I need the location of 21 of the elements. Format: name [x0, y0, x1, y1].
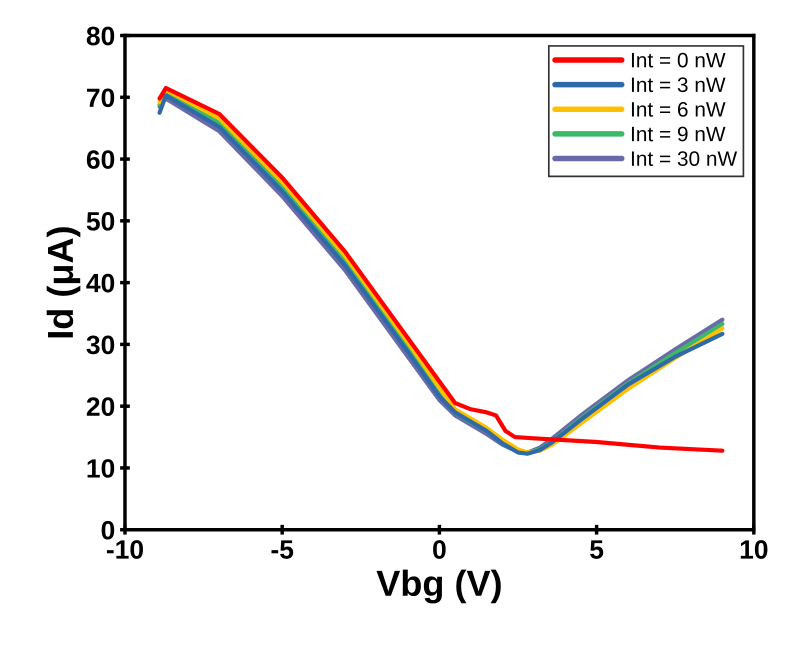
y-tick-label: 70	[87, 88, 114, 108]
x-axis-title: Vbg (V)	[376, 570, 501, 604]
y-tick-label: 0	[102, 520, 114, 540]
y-axis-title: Id (μA)	[46, 227, 80, 338]
x-tick-label: -5	[271, 540, 294, 559]
legend-label: Int = 3 nW	[632, 77, 726, 92]
x-tick-label: 0	[433, 540, 446, 559]
y-tick-label: 30	[86, 336, 114, 354]
x-tick-label: 5	[590, 540, 604, 559]
legend-label: Int = 9 nW	[632, 126, 726, 142]
x-tick-label: -10	[106, 540, 143, 559]
legend-label: Int = 6 nW	[632, 102, 726, 117]
y-tick-label: 40	[86, 274, 114, 292]
y-tick-label: 20	[86, 397, 114, 416]
y-tick-label: 50	[86, 212, 114, 231]
legend-label: Int = 0 nW	[632, 52, 726, 68]
y-tick-label: 10	[88, 459, 114, 478]
y-tick-label: 80	[86, 26, 114, 46]
x-tick-label: 10	[740, 540, 768, 559]
legend-label: Int = 30 nW	[632, 151, 738, 166]
y-tick-label: 60	[86, 150, 114, 169]
